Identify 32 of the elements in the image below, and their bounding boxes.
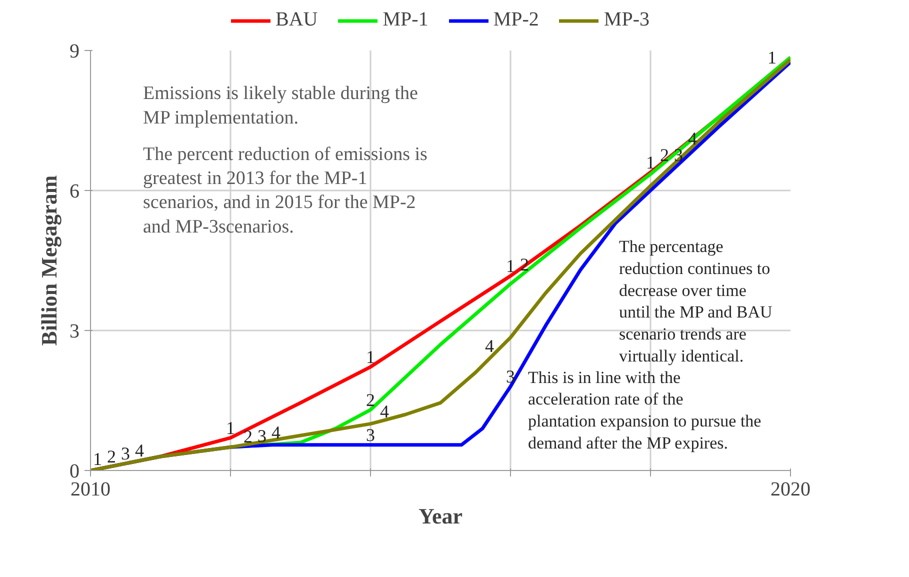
- annotation: 1: [93, 449, 102, 470]
- annotation: Emissions is likely stable during the MP implementation.: [143, 83, 418, 128]
- annotation: 4: [272, 422, 280, 442]
- annotation: 1: [226, 418, 235, 438]
- annotation: 4: [380, 402, 389, 422]
- legend-label: MP-2: [493, 8, 539, 32]
- legend-label: MP-1: [382, 8, 428, 32]
- annotation: The percentage reduction continues to decrease over time until the MP and BAU scenario trends are virtually identical.: [619, 237, 772, 366]
- x-tick-label: 2020: [770, 478, 810, 500]
- annotation: 4: [135, 440, 144, 461]
- annotation: The percent reduction of emissions is greatest in 2013 for the MP-1 scenarios, and in 2015 for the MP-2 and MP-3scenarios.: [143, 144, 428, 238]
- legend-label: BAU: [276, 8, 318, 32]
- annotation: 2: [244, 426, 252, 447]
- y-tick-label: 3: [70, 320, 80, 342]
- annotation: 1: [506, 256, 515, 276]
- annotation: 4: [485, 336, 494, 356]
- y-tick-label: 9: [70, 40, 80, 62]
- annotation: 2: [107, 446, 116, 466]
- y-tick-label: 6: [70, 180, 80, 202]
- annotation: 3: [674, 144, 683, 165]
- annotation: 4: [688, 128, 697, 148]
- legend-label: MP-3: [604, 8, 650, 32]
- x-axis-title: Year: [418, 504, 463, 528]
- annotation: 1: [768, 48, 776, 68]
- annotation: 2: [366, 390, 375, 410]
- annotation: 1: [646, 152, 655, 172]
- annotation: 3: [366, 424, 375, 445]
- annotation: 1: [366, 346, 375, 367]
- annotation: 3: [121, 444, 130, 464]
- annotation: This is in line with the acceleration rate of the plantation expansion to pursue the demand after the MP expires.: [528, 368, 762, 452]
- y-axis-title: Billion Megagram: [36, 175, 62, 346]
- annotation: 3: [506, 366, 515, 386]
